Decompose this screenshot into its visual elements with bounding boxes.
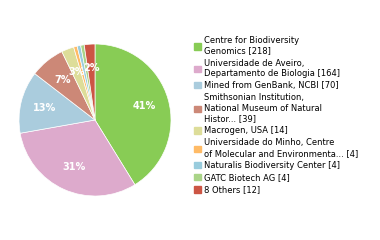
Legend: Centre for Biodiversity
Genomics [218], Universidade de Aveiro,
Departamento de : Centre for Biodiversity Genomics [218], …: [194, 36, 358, 194]
Text: 2%: 2%: [83, 63, 100, 73]
Wedge shape: [62, 47, 95, 120]
Wedge shape: [81, 45, 95, 120]
Wedge shape: [20, 120, 135, 196]
Wedge shape: [95, 44, 171, 185]
Text: 7%: 7%: [54, 75, 71, 85]
Text: 3%: 3%: [68, 67, 85, 77]
Wedge shape: [77, 45, 95, 120]
Text: 13%: 13%: [33, 103, 57, 113]
Wedge shape: [19, 74, 95, 133]
Text: 41%: 41%: [133, 101, 156, 111]
Text: 31%: 31%: [62, 162, 86, 172]
Wedge shape: [74, 46, 95, 120]
Wedge shape: [35, 52, 95, 120]
Wedge shape: [84, 44, 95, 120]
